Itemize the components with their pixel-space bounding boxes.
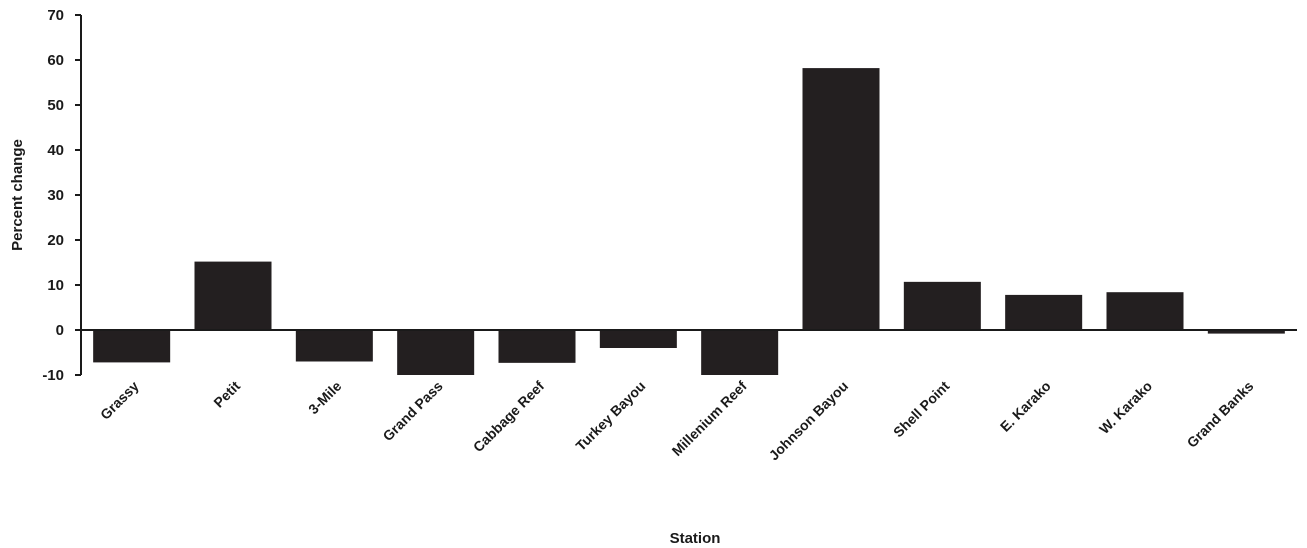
bar bbox=[599, 330, 677, 348]
bar bbox=[701, 330, 779, 375]
x-axis-ticks: Grassy Petit 3-Mile Grand Pass Cabbage Reef T… bbox=[97, 378, 1257, 464]
x-tick-label: Grand Banks bbox=[1184, 378, 1257, 451]
bar bbox=[498, 330, 576, 363]
bar bbox=[397, 330, 475, 375]
y-tick-label: -10 bbox=[42, 367, 64, 384]
x-axis-title: Station bbox=[670, 530, 721, 547]
y-tick-label: 60 bbox=[47, 52, 64, 69]
y-tick-label: 0 bbox=[56, 322, 64, 339]
bar bbox=[93, 330, 171, 363]
bar bbox=[1106, 292, 1184, 330]
x-tick-label: Grand Pass bbox=[379, 378, 445, 444]
bars bbox=[93, 68, 1285, 375]
bar bbox=[295, 330, 373, 362]
bar bbox=[194, 261, 272, 330]
x-tick-label: Millenium Reef bbox=[669, 378, 750, 459]
bar bbox=[1207, 330, 1285, 334]
x-tick-label: 3-Mile bbox=[305, 378, 345, 418]
x-tick-label: Shell Point bbox=[890, 378, 953, 441]
y-tick-label: 20 bbox=[47, 232, 64, 249]
bar bbox=[903, 281, 981, 330]
bar bbox=[1005, 294, 1083, 330]
x-tick-label: E. Karako bbox=[997, 378, 1054, 435]
y-tick-label: 70 bbox=[47, 7, 64, 24]
x-tick-label: Johnson Bayou bbox=[766, 378, 852, 464]
y-tick-label: 10 bbox=[47, 277, 64, 294]
x-tick-label: Grassy bbox=[97, 378, 142, 423]
x-tick-label: W. Karako bbox=[1096, 378, 1155, 437]
y-tick-label: 40 bbox=[47, 142, 64, 159]
x-tick-label: Petit bbox=[210, 378, 243, 411]
x-tick-label: Cabbage Reef bbox=[470, 378, 548, 456]
x-tick-label: Turkey Bayou bbox=[572, 378, 648, 454]
y-tick-label: 50 bbox=[47, 97, 64, 114]
y-axis-ticks: -10 0 10 20 30 40 50 60 70 bbox=[42, 7, 81, 384]
bar bbox=[802, 68, 880, 330]
y-axis-title: Percent change bbox=[9, 139, 26, 251]
y-tick-label: 30 bbox=[47, 187, 64, 204]
